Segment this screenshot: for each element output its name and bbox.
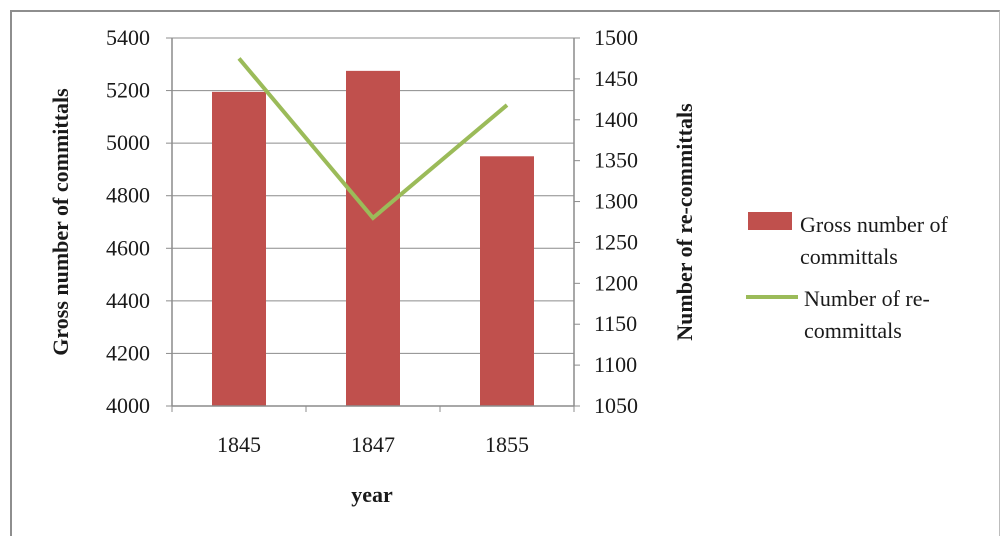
legend-label-line-line2: committals [804, 318, 902, 343]
left-tick-label: 4200 [106, 340, 150, 365]
x-tick-label: 1855 [485, 432, 529, 457]
x-axis-title: year [351, 482, 393, 507]
right-tick-label: 1350 [594, 148, 638, 173]
right-tick-label: 1150 [594, 311, 637, 336]
bar-1855 [480, 156, 534, 406]
x-axis-ticks: 1845 1847 1855 [217, 432, 529, 457]
left-tick-label: 4400 [106, 288, 150, 313]
legend-label-line-line1: Number of re- [804, 286, 930, 311]
line-series [237, 57, 509, 221]
right-tick-label: 1300 [594, 189, 638, 214]
right-tick-label: 1250 [594, 229, 638, 254]
right-tick-label: 1500 [594, 25, 638, 50]
legend: Gross number of committals Number of re-… [746, 212, 949, 343]
legend-label-bar-line1: Gross number of [800, 212, 949, 237]
bar-series [212, 70, 534, 406]
left-tick-label: 4800 [106, 183, 150, 208]
axes [171, 38, 575, 412]
bar-1845 [212, 91, 266, 406]
right-tick-label: 1450 [594, 66, 638, 91]
left-tick-label: 5000 [106, 130, 150, 155]
right-tick-label: 1200 [594, 270, 638, 295]
left-tick-label: 4600 [106, 235, 150, 260]
left-axis-title: Gross number of committals [48, 88, 73, 356]
right-axis-ticks: 1050 1100 1150 1200 1250 1300 1350 1400 1450 1500 [574, 25, 638, 418]
x-tick-label: 1845 [217, 432, 261, 457]
left-tick-label: 5200 [106, 78, 150, 103]
x-tick-label: 1847 [351, 432, 395, 457]
legend-label-bar-line2: committals [800, 244, 898, 269]
right-tick-label: 1100 [594, 352, 637, 377]
left-axis-ticks: 4000 4200 4400 4600 4800 5000 5200 5400 [106, 25, 172, 418]
left-tick-label: 4000 [106, 393, 150, 418]
legend-swatch-bar [748, 212, 792, 230]
right-tick-label: 1050 [594, 393, 638, 418]
bar-1847 [346, 70, 400, 406]
right-axis-title: Number of re-committals [672, 103, 697, 341]
left-tick-label: 5400 [106, 25, 150, 50]
right-tick-label: 1400 [594, 107, 638, 132]
